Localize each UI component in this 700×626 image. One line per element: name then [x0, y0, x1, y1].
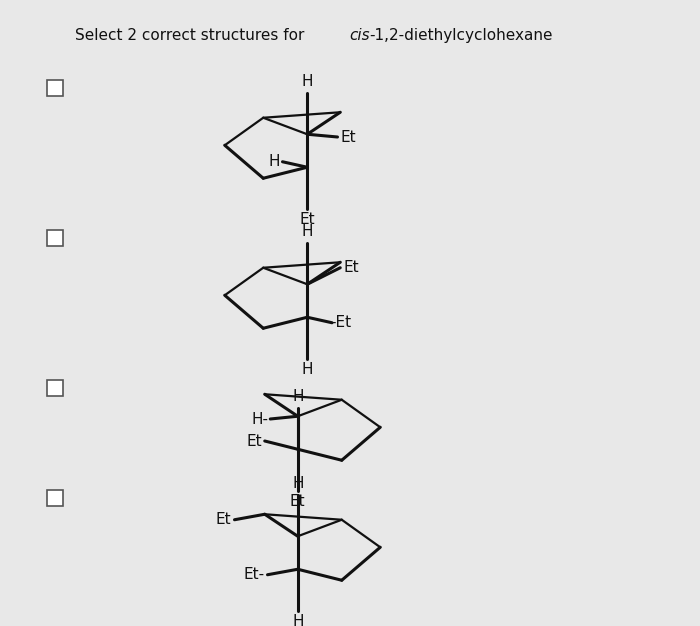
Text: -Et: -Et [330, 316, 351, 331]
Text: Et: Et [290, 495, 306, 510]
Bar [47, 380, 63, 396]
Text: H: H [302, 362, 313, 377]
Text: Et: Et [246, 433, 262, 448]
Text: H-: H- [251, 411, 268, 426]
Bar [47, 490, 63, 506]
Text: cis: cis [349, 28, 370, 43]
Text: -1,2-diethylcyclohexane: -1,2-diethylcyclohexane [369, 28, 552, 43]
Bar [47, 80, 63, 96]
Text: H: H [269, 154, 281, 169]
Text: Et: Et [300, 212, 315, 227]
Bar [47, 230, 63, 246]
Text: Et: Et [340, 130, 356, 145]
Text: H: H [292, 476, 304, 491]
Text: H: H [292, 615, 304, 626]
Text: H: H [292, 389, 304, 404]
Text: Et-: Et- [244, 567, 265, 582]
Text: Et: Et [216, 512, 232, 527]
Text: Et: Et [343, 260, 359, 275]
Text: Select 2 correct structures for: Select 2 correct structures for [75, 28, 309, 43]
Text: H: H [302, 74, 313, 89]
Text: H: H [302, 224, 313, 239]
